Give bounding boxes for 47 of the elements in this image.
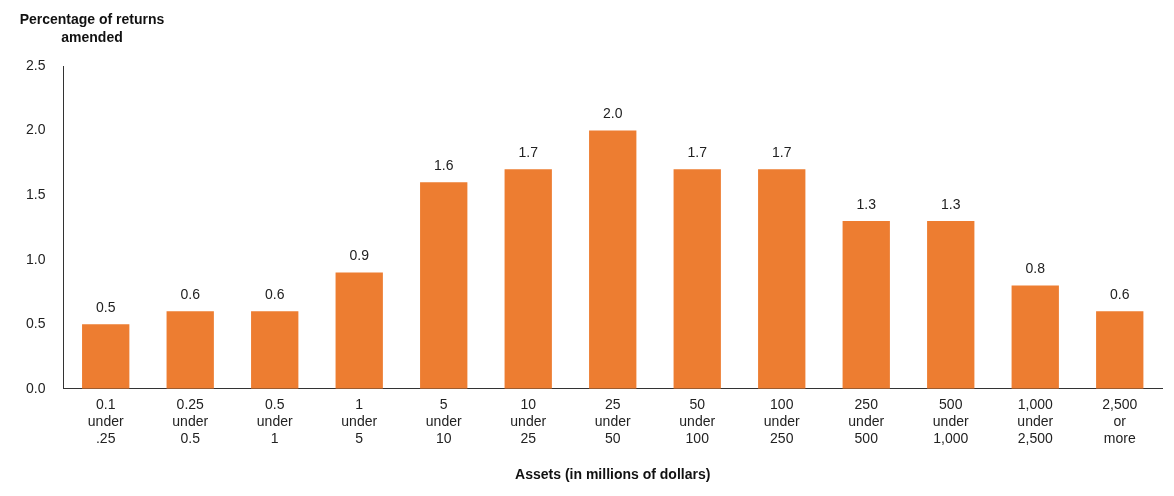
data-label: 0.8	[1025, 260, 1046, 277]
x-tick-label: 0.5 under 1	[256, 396, 293, 446]
bar	[842, 220, 890, 389]
x-tick-label: 500 under 1,000	[932, 396, 969, 446]
bar	[251, 311, 299, 389]
bar	[420, 182, 468, 389]
bar	[166, 311, 214, 389]
data-label: 1.6	[433, 157, 454, 174]
data-label: 0.5	[95, 299, 116, 316]
data-label: 0.9	[349, 247, 370, 264]
x-tick-label: 250 under 500	[848, 396, 885, 446]
data-label: 1.7	[772, 144, 792, 161]
x-tick-label: 2,500 or more	[1102, 396, 1138, 446]
bar	[82, 324, 130, 389]
x-axis-title: Assets (in millions of dollars)	[515, 466, 711, 483]
x-tick-label: 5 under 10	[425, 396, 462, 446]
data-label: 1.7	[687, 144, 708, 161]
y-axis-title: Percentage of returns amended	[18, 10, 166, 46]
x-tick-label: 100 under 250	[763, 396, 800, 446]
data-label: 1.7	[518, 144, 539, 161]
x-tick-label: 25 under 50	[594, 396, 631, 446]
data-label: 0.6	[264, 286, 285, 303]
bar	[335, 272, 383, 389]
x-tick-label: 1,000 under 2,500	[1017, 396, 1054, 446]
x-tick-label: 10 under 25	[510, 396, 547, 446]
y-tick-label: 1.5	[25, 185, 46, 202]
data-label: 2.0	[603, 105, 623, 122]
y-tick-label: 2.0	[25, 121, 46, 138]
data-label: 0.6	[180, 286, 201, 303]
bar	[1096, 311, 1144, 389]
data-label: 0.6	[1110, 286, 1130, 303]
x-tick-label: 0.1 under .25	[87, 396, 124, 446]
bar	[1011, 285, 1059, 389]
data-label: 1.3	[856, 195, 877, 212]
bar	[673, 169, 721, 389]
bar	[927, 220, 975, 389]
x-tick-label: 0.25 under 0.5	[172, 396, 209, 446]
y-tick-label: 0.0	[25, 379, 46, 396]
y-tick-label: 1.0	[25, 250, 46, 267]
bar	[504, 169, 552, 389]
bar	[589, 130, 637, 389]
bar	[758, 169, 806, 389]
x-tick-label: 50 under 100	[679, 396, 716, 446]
y-tick-label: 0.5	[25, 315, 46, 332]
data-label: 1.3	[941, 195, 961, 212]
x-tick-label: 1 under 5	[341, 396, 378, 446]
y-tick-label: 2.5	[25, 56, 46, 73]
